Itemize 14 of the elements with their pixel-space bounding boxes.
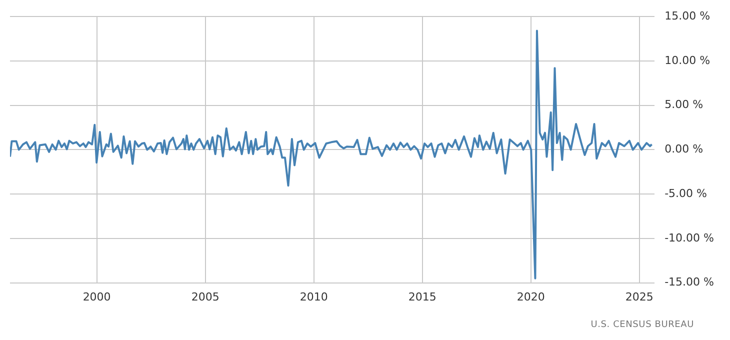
y-tick-label: -15.00 % bbox=[664, 276, 714, 289]
x-tick-label: 2020 bbox=[516, 290, 545, 304]
x-tick-label: 2010 bbox=[300, 290, 328, 304]
y-tick-label: -10.00 % bbox=[664, 231, 714, 244]
x-tick-label: 2000 bbox=[82, 290, 111, 304]
y-tick-label: 10.00 % bbox=[664, 54, 710, 67]
x-tick-label: 2005 bbox=[191, 290, 220, 304]
y-tick-label: 5.00 % bbox=[664, 98, 704, 112]
text: U.S. CENSUS BUREAU bbox=[590, 320, 694, 330]
y-tick-label: 15.00 % bbox=[664, 9, 710, 22]
y-tick-label: 0.00 % bbox=[664, 142, 704, 156]
x-tick-label: 2015 bbox=[408, 290, 436, 304]
x-tick-label: 2025 bbox=[625, 290, 654, 304]
y-tick-label: -5.00 % bbox=[664, 186, 708, 200]
